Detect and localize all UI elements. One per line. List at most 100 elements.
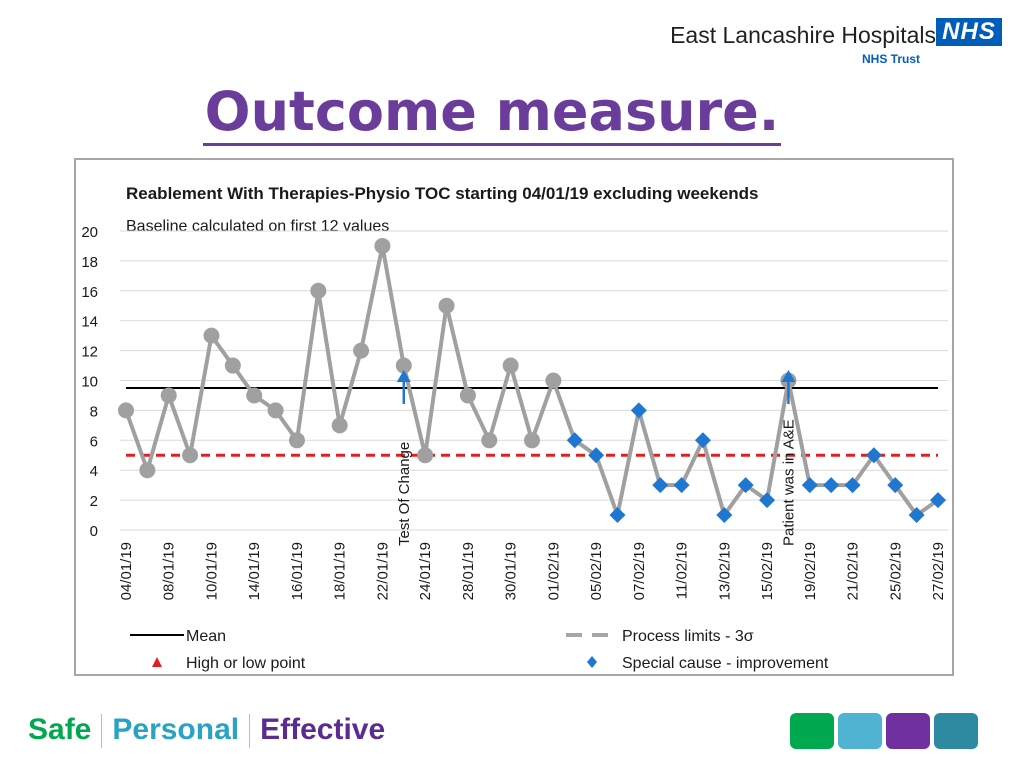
data-series	[118, 237, 946, 524]
annotation-label: Test Of Change	[396, 442, 413, 546]
tagline-effective: Effective	[260, 713, 386, 746]
x-tick-label: 19/02/19	[802, 542, 819, 600]
x-tick-label: 07/02/19	[631, 542, 648, 600]
x-tick-label: 18/01/19	[332, 542, 349, 600]
annotation-arrowhead	[781, 369, 796, 382]
legend-special-symbol	[587, 656, 597, 668]
data-point	[545, 372, 562, 389]
annotations: Test Of Change Patient was in A&E	[396, 369, 797, 546]
data-point	[160, 387, 177, 404]
data-point	[459, 387, 476, 404]
x-tick-label: 11/02/19	[674, 542, 691, 599]
data-point	[224, 357, 241, 374]
x-tick-label: 25/02/19	[887, 542, 904, 600]
x-tick-label: 13/02/19	[716, 542, 733, 600]
brand-block-teal	[934, 713, 978, 749]
y-tick-label: 16	[81, 284, 98, 301]
x-axis: 04/01/19 08/01/19 10/01/19 14/01/19 16/01/19…	[118, 542, 947, 600]
x-tick-label: 05/02/19	[588, 542, 605, 600]
grid-lines	[120, 230, 948, 531]
legend: Mean Process limits - 3σ High or low poi…	[130, 628, 829, 672]
y-tick-label: 2	[90, 493, 98, 510]
y-tick-label: 20	[81, 224, 98, 241]
data-point-special	[673, 477, 690, 494]
y-tick-label: 8	[90, 403, 98, 420]
data-point-special	[716, 507, 733, 524]
data-point	[353, 342, 370, 359]
chart-title: Reablement With Therapies-Physio TOC sta…	[126, 184, 759, 203]
x-tick-label: 04/01/19	[118, 542, 135, 600]
y-tick-label: 6	[90, 433, 98, 450]
y-tick-label: 10	[81, 374, 98, 391]
data-point-special	[694, 432, 711, 449]
data-point-special	[844, 477, 861, 494]
data-point-special	[630, 402, 647, 419]
annotation-label: Patient was in A&E	[780, 419, 797, 546]
data-point	[502, 357, 519, 374]
data-point	[288, 432, 305, 449]
x-tick-label: 10/01/19	[203, 542, 220, 600]
data-point	[395, 357, 412, 374]
x-tick-label: 01/02/19	[545, 542, 562, 600]
y-tick-label: 18	[81, 254, 98, 271]
data-point	[139, 462, 156, 479]
brand-block-green	[790, 713, 834, 749]
legend-limit-label: Process limits - 3σ	[622, 628, 754, 645]
trust-label: NHS Trust	[861, 52, 920, 66]
data-point	[374, 237, 391, 254]
x-tick-label: 24/01/19	[417, 542, 434, 600]
data-point-special	[609, 507, 626, 524]
data-point-special	[652, 477, 669, 494]
nhs-logo: NHS	[936, 18, 1002, 46]
brand-block-purple	[886, 713, 930, 749]
data-point	[438, 297, 455, 314]
annotation-arrowhead	[396, 369, 411, 382]
data-point-special	[887, 477, 904, 494]
data-point-special	[908, 507, 925, 524]
brand-block-light-blue	[838, 713, 882, 749]
y-tick-label: 14	[81, 314, 98, 331]
data-point-special	[823, 477, 840, 494]
x-tick-label: 30/01/19	[503, 542, 520, 600]
y-tick-label: 12	[81, 344, 98, 361]
x-tick-label: 22/01/19	[374, 542, 391, 600]
data-point	[331, 417, 348, 434]
footer-tagline: Safe Personal Effective	[28, 713, 386, 749]
data-point	[203, 327, 220, 344]
slide-title-text: Outcome measure.	[202, 80, 782, 146]
chart-container: Reablement With Therapies-Physio TOC sta…	[74, 158, 954, 676]
slide-title: Outcome measure.	[0, 80, 984, 146]
tagline-safe: Safe	[28, 713, 92, 746]
chart-subtitle: Baseline calculated on first 12 values	[126, 218, 389, 235]
data-point	[182, 447, 199, 464]
tagline-personal: Personal	[112, 713, 240, 746]
legend-special-label: Special cause - improvement	[622, 655, 829, 672]
tagline-divider	[101, 714, 103, 749]
y-tick-label: 0	[90, 523, 98, 540]
data-point-special	[865, 447, 882, 464]
x-tick-label: 14/01/19	[246, 542, 263, 600]
data-point-special	[759, 492, 776, 509]
org-name: East Lancashire Hospitals	[670, 22, 936, 48]
data-point-special	[930, 492, 946, 509]
legend-high-low-symbol	[152, 657, 162, 667]
x-tick-label: 16/01/19	[289, 542, 306, 600]
data-point	[118, 402, 134, 419]
legend-mean-label: Mean	[186, 628, 226, 645]
data-point-special	[801, 477, 818, 494]
x-tick-label: 27/02/19	[930, 542, 947, 600]
data-point-special	[588, 447, 605, 464]
data-point	[246, 387, 263, 404]
x-tick-label: 21/02/19	[845, 542, 862, 600]
control-chart: Reablement With Therapies-Physio TOC sta…	[81, 184, 948, 672]
data-point	[481, 432, 498, 449]
data-point	[524, 432, 540, 449]
data-point	[267, 402, 284, 419]
x-tick-label: 08/01/19	[161, 542, 178, 600]
y-tick-label: 4	[90, 463, 98, 480]
data-point-special	[737, 477, 754, 494]
data-point	[310, 282, 327, 299]
x-tick-label: 15/02/19	[759, 542, 776, 600]
data-point	[417, 447, 434, 464]
x-tick-label: 28/01/19	[460, 542, 477, 600]
